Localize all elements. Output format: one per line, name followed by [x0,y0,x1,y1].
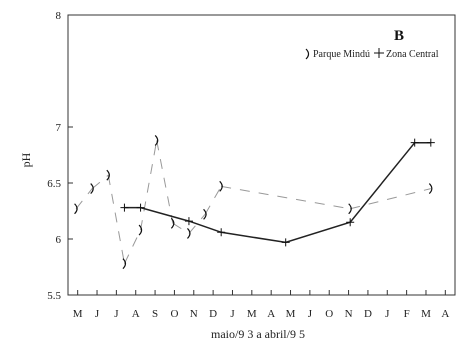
point-zona-central-6 [410,138,419,147]
point-parque-mindu-10 [348,203,352,215]
x-tick-label-3: A [132,308,140,320]
series-segment-parque-mindu-9 [221,185,351,210]
x-tick-label-0: M [73,308,83,320]
x-tick-label-7: D [209,308,217,320]
x-tick-label-11: M [286,308,296,320]
point-parque-mindu-0 [74,203,78,215]
x-tick-label-2: J [114,308,119,320]
point-parque-mindu-11 [428,183,433,195]
y-tick-label-4: 8 [56,10,62,22]
point-parque-mindu-2 [106,169,110,181]
x-tick-label-10: A [267,308,275,320]
point-zona-central-2 [184,217,193,226]
series-segment-parque-mindu-0 [75,188,93,210]
point-parque-mindu-4 [138,224,143,236]
x-tick-label-19: A [441,308,449,320]
x-tick-label-4: S [152,308,158,320]
series-segment-parque-mindu-5 [156,140,174,224]
x-tick-label-5: O [170,308,178,320]
point-parque-mindu-3 [122,258,127,270]
series-segment-parque-mindu-10 [350,188,431,210]
x-tick-label-16: J [385,308,390,320]
point-parque-mindu-1 [90,183,94,195]
point-zona-central-1 [136,203,145,212]
series-segment-parque-mindu-2 [107,175,125,264]
series-segment-parque-mindu-6 [172,222,190,234]
x-tick-label-8: J [230,308,235,320]
point-parque-mindu-7 [186,227,191,239]
legend-label-parque-mindu: Parque Mindú [313,49,370,60]
x-tick-label-9: M [247,308,257,320]
point-parque-mindu-6 [170,217,175,229]
x-tick-label-6: N [190,308,198,320]
series-layer [74,135,435,270]
point-zona-central-4 [281,238,290,247]
legend-marker-parque-mindu [305,48,310,60]
x-axis-label: maio/9 3 a abril/9 5 [211,327,305,341]
y-axis: 5.5 6 6.5 7 8 [47,10,73,302]
legend-label-zona-central: Zona Central [386,49,439,60]
series-segment-parque-mindu-8 [204,186,222,215]
x-tick-label-12: J [308,308,313,320]
plot-frame [67,14,456,296]
legend-marker-zona-central [374,48,384,58]
x-tick-label-14: N [345,308,353,320]
y-tick-label-3: 7 [56,122,62,134]
x-tick-label-13: O [325,308,333,320]
point-zona-central-0 [120,203,129,212]
y-tick-label-0: 5.5 [47,290,61,302]
point-parque-mindu-9 [219,180,223,192]
series-segment-parque-mindu-4 [140,140,158,231]
x-tick-label-1: J [95,308,100,320]
x-tick-label-17: F [404,308,410,320]
series-line-zona-central [124,141,431,244]
point-zona-central-5 [346,218,355,227]
point-parque-mindu-5 [154,135,159,146]
y-tick-label-2: 6.5 [47,178,61,190]
x-tick-label-15: D [364,308,372,320]
panel-letter: B [394,28,404,44]
x-tick-label-18: M [421,308,431,320]
legend: Parque Mindú Zona Central [305,48,439,60]
point-zona-central-3 [217,228,226,237]
series-segment-parque-mindu-7 [188,214,206,234]
series-segment-parque-mindu-1 [91,174,109,189]
y-tick-label-1: 6 [56,234,62,246]
y-axis-label: pH [19,152,33,167]
series-segment-parque-mindu-3 [123,229,142,264]
point-zona-central-7 [426,138,435,147]
point-parque-mindu-8 [203,208,207,220]
